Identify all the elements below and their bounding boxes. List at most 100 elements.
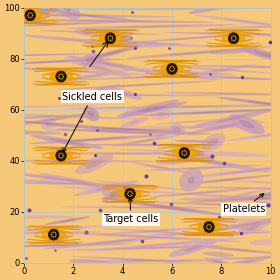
- Ellipse shape: [167, 71, 205, 74]
- Ellipse shape: [46, 129, 185, 131]
- Ellipse shape: [222, 36, 229, 41]
- Ellipse shape: [94, 43, 137, 46]
- Ellipse shape: [113, 199, 157, 202]
- Ellipse shape: [218, 167, 280, 174]
- Ellipse shape: [58, 76, 59, 77]
- Ellipse shape: [102, 201, 155, 203]
- Ellipse shape: [235, 260, 255, 265]
- Ellipse shape: [45, 216, 90, 225]
- Ellipse shape: [116, 100, 179, 118]
- Ellipse shape: [41, 176, 74, 181]
- Ellipse shape: [110, 35, 111, 36]
- Ellipse shape: [249, 239, 280, 246]
- Ellipse shape: [51, 236, 53, 237]
- Ellipse shape: [108, 39, 109, 41]
- Ellipse shape: [207, 228, 208, 229]
- Ellipse shape: [184, 155, 185, 156]
- Ellipse shape: [179, 191, 219, 195]
- Ellipse shape: [56, 78, 81, 83]
- Ellipse shape: [221, 257, 277, 259]
- Ellipse shape: [204, 221, 228, 226]
- Ellipse shape: [182, 232, 226, 235]
- Ellipse shape: [184, 234, 237, 236]
- Ellipse shape: [105, 185, 159, 186]
- Ellipse shape: [213, 219, 263, 223]
- Ellipse shape: [92, 127, 161, 131]
- Ellipse shape: [48, 228, 73, 234]
- Ellipse shape: [119, 260, 187, 261]
- Ellipse shape: [168, 145, 211, 148]
- Ellipse shape: [111, 36, 113, 37]
- Ellipse shape: [129, 191, 131, 192]
- Ellipse shape: [55, 94, 222, 96]
- Ellipse shape: [210, 225, 211, 226]
- Ellipse shape: [171, 66, 173, 67]
- Ellipse shape: [268, 204, 280, 209]
- Ellipse shape: [95, 153, 156, 154]
- Ellipse shape: [12, 19, 215, 23]
- Ellipse shape: [13, 113, 94, 126]
- Ellipse shape: [228, 33, 239, 44]
- Ellipse shape: [217, 97, 280, 110]
- Ellipse shape: [56, 71, 66, 82]
- Ellipse shape: [0, 53, 94, 56]
- Ellipse shape: [157, 73, 196, 77]
- Ellipse shape: [101, 228, 236, 237]
- Ellipse shape: [94, 41, 227, 47]
- Ellipse shape: [56, 129, 154, 134]
- Ellipse shape: [105, 32, 130, 37]
- Ellipse shape: [228, 32, 253, 37]
- Ellipse shape: [80, 73, 234, 80]
- Ellipse shape: [80, 130, 201, 135]
- Ellipse shape: [208, 229, 210, 230]
- Ellipse shape: [161, 66, 167, 72]
- Ellipse shape: [228, 39, 253, 45]
- Ellipse shape: [55, 236, 56, 237]
- Ellipse shape: [35, 13, 42, 18]
- Ellipse shape: [27, 226, 70, 230]
- Ellipse shape: [201, 133, 225, 151]
- Ellipse shape: [62, 6, 71, 12]
- Ellipse shape: [91, 32, 115, 37]
- Ellipse shape: [233, 192, 255, 197]
- Ellipse shape: [60, 219, 75, 222]
- Ellipse shape: [184, 150, 185, 151]
- Ellipse shape: [150, 232, 278, 235]
- Ellipse shape: [31, 135, 103, 149]
- Ellipse shape: [125, 46, 273, 59]
- Ellipse shape: [247, 101, 280, 106]
- Ellipse shape: [179, 148, 190, 158]
- Ellipse shape: [176, 121, 204, 123]
- Ellipse shape: [206, 226, 207, 228]
- Ellipse shape: [25, 226, 79, 227]
- Ellipse shape: [135, 191, 141, 197]
- Ellipse shape: [233, 40, 234, 41]
- Ellipse shape: [36, 84, 90, 85]
- Ellipse shape: [184, 186, 280, 190]
- Ellipse shape: [51, 232, 53, 234]
- Ellipse shape: [0, 22, 127, 27]
- Ellipse shape: [105, 39, 130, 45]
- Ellipse shape: [54, 38, 97, 42]
- Ellipse shape: [11, 9, 35, 14]
- Ellipse shape: [229, 114, 265, 134]
- Ellipse shape: [111, 39, 113, 41]
- Ellipse shape: [235, 36, 236, 37]
- Ellipse shape: [32, 84, 86, 85]
- Ellipse shape: [205, 258, 235, 268]
- Ellipse shape: [231, 39, 233, 41]
- Ellipse shape: [69, 259, 116, 266]
- Ellipse shape: [60, 78, 62, 80]
- Ellipse shape: [24, 245, 86, 246]
- Ellipse shape: [0, 243, 130, 247]
- Ellipse shape: [102, 185, 155, 186]
- Ellipse shape: [11, 34, 140, 46]
- Ellipse shape: [186, 152, 187, 154]
- Ellipse shape: [143, 60, 197, 62]
- Ellipse shape: [60, 206, 232, 209]
- Ellipse shape: [131, 195, 132, 196]
- Ellipse shape: [85, 29, 139, 31]
- Ellipse shape: [211, 124, 238, 129]
- Ellipse shape: [208, 224, 210, 225]
- Ellipse shape: [204, 228, 228, 233]
